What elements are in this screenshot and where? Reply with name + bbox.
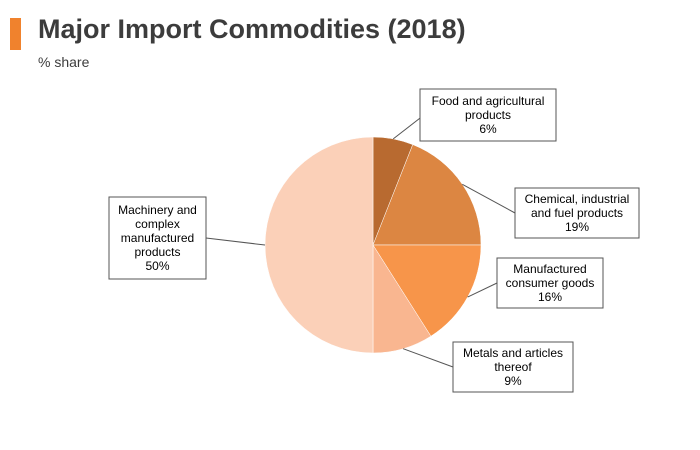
leader-line <box>402 348 454 368</box>
leader-line <box>467 282 498 298</box>
slice-label-box <box>108 196 207 280</box>
slice-value-label: 19% <box>565 220 589 234</box>
title-accent-bar <box>10 18 21 50</box>
slice-category-label: products <box>465 108 511 122</box>
slice-category-label: consumer goods <box>506 276 595 290</box>
slice-category-label: Chemical, industrial <box>525 192 630 206</box>
slice-category-label: products <box>134 245 180 259</box>
slice-value-label: 6% <box>479 122 497 136</box>
slice-label-box <box>496 257 604 309</box>
slice-category-label: thereof <box>494 360 532 374</box>
slice-label-box <box>452 341 574 393</box>
slice-category-label: and fuel products <box>531 206 623 220</box>
chart-subtitle: % share <box>38 54 90 70</box>
leader-line <box>392 114 425 140</box>
slice-label-box <box>419 88 557 142</box>
slice-label-box <box>514 187 640 239</box>
pie-slice <box>264 136 374 354</box>
chart-title: Major Import Commodities (2018) <box>38 14 466 44</box>
slice-value-label: 9% <box>504 374 522 388</box>
leader-line <box>462 183 516 214</box>
slice-category-label: manufactured <box>121 231 194 245</box>
slice-category-label: complex <box>135 217 180 231</box>
slice-value-label: 16% <box>538 290 562 304</box>
slice-category-label: Manufactured <box>513 262 586 276</box>
slice-value-label: 50% <box>145 259 169 273</box>
pie-slice <box>372 144 482 246</box>
slice-category-label: Machinery and <box>118 203 197 217</box>
pie-slice <box>372 244 482 337</box>
slice-category-label: Food and agricultural <box>432 94 545 108</box>
slice-category-label: Metals and articles <box>463 346 563 360</box>
leader-line <box>205 237 266 246</box>
